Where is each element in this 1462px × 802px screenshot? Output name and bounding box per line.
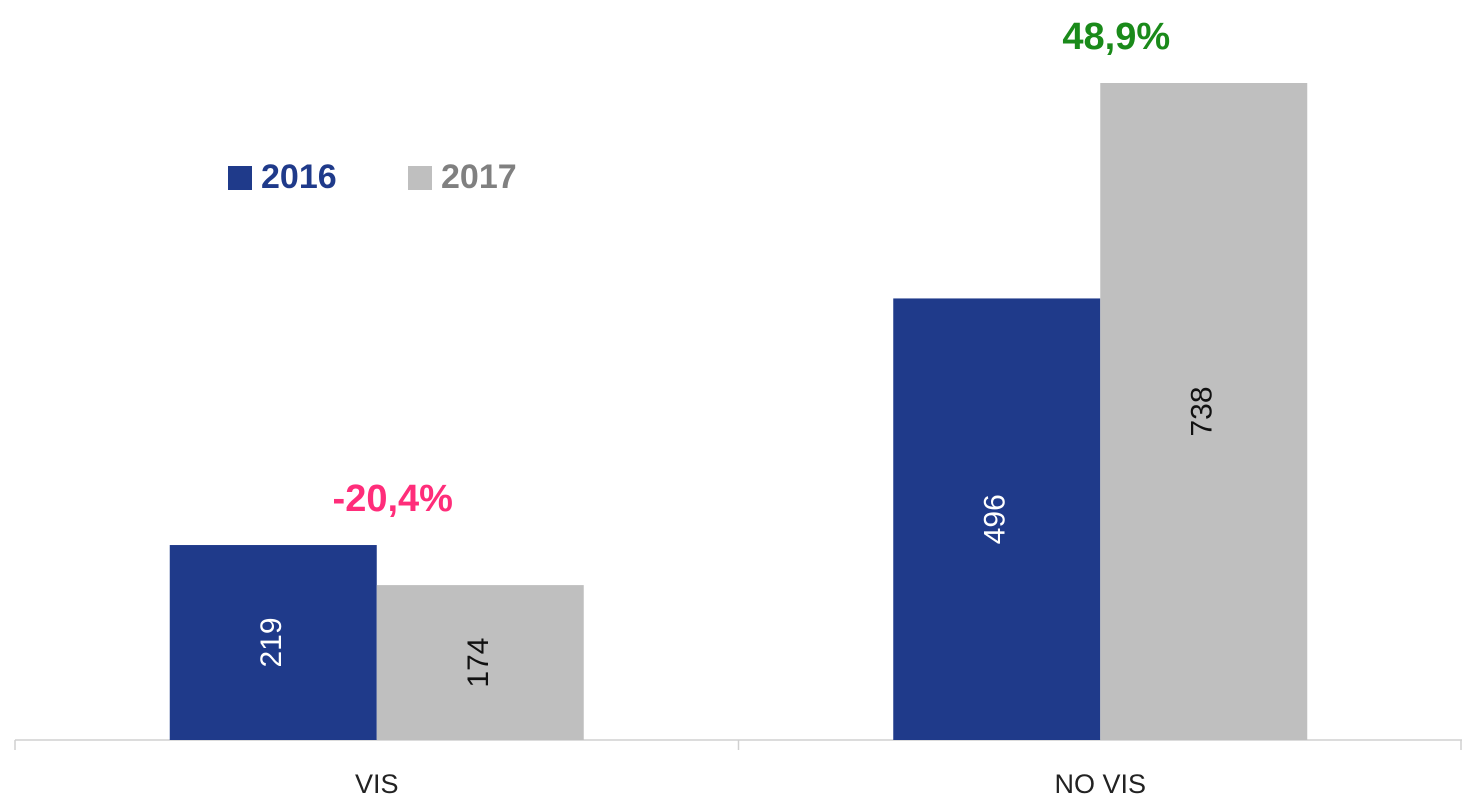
data-label: 496 (979, 494, 1012, 544)
data-label: 738 (1186, 386, 1219, 436)
bar (1100, 83, 1308, 740)
bar (169, 545, 377, 740)
legend-label: 2017 (441, 158, 517, 196)
data-label: 219 (255, 617, 288, 667)
legend-label: 2016 (261, 158, 337, 196)
data-label: 174 (462, 638, 495, 688)
x-tick-label: NO VIS (1054, 769, 1146, 799)
legend-swatch (228, 166, 252, 190)
bar (376, 585, 584, 740)
x-tick-label: VIS (355, 769, 399, 799)
annotation: 48,9% (1062, 16, 1170, 58)
annotation: -20,4% (333, 478, 453, 520)
legend-swatch (408, 166, 432, 190)
bar (893, 298, 1101, 740)
